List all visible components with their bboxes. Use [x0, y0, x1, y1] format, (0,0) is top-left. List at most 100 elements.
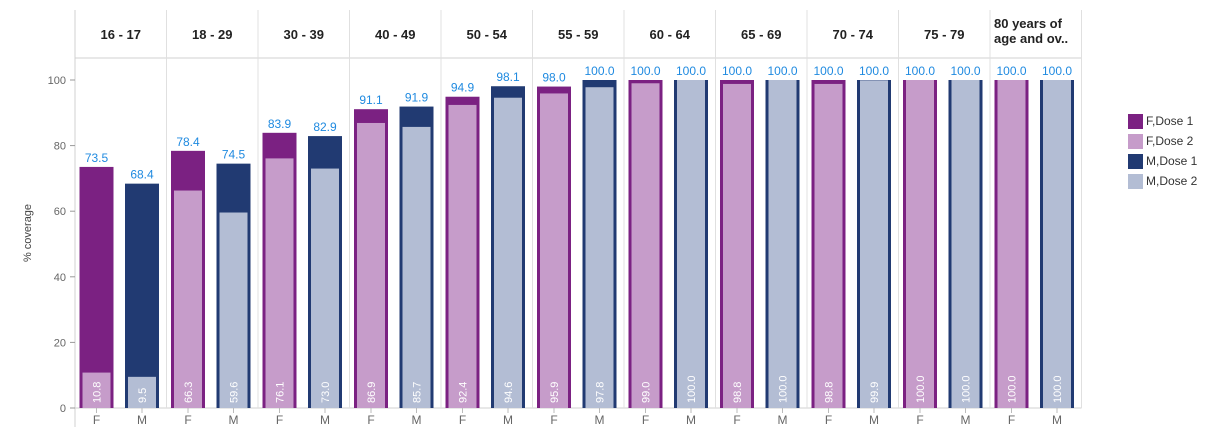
age-group-header: 70 - 74 [833, 27, 874, 42]
data-label-dose-1: 100.0 [722, 64, 752, 78]
data-label-dose-2: 100.0 [1052, 375, 1064, 403]
data-label-dose-1: 100.0 [630, 64, 660, 78]
age-group-header: 80 years of age and ov.. [994, 16, 1068, 46]
data-label-dose-2: 95.9 [549, 382, 561, 403]
legend-item-f-dose-1[interactable]: F,Dose 1 [1128, 111, 1197, 131]
bar-dose-2 [906, 80, 934, 408]
data-label-dose-1: 100.0 [996, 64, 1026, 78]
x-tick-label: F [550, 413, 557, 427]
data-label-dose-1: 94.9 [451, 81, 475, 95]
age-group-header: 16 - 17 [101, 27, 141, 42]
bar-dose-2 [860, 80, 888, 408]
legend-item-m-dose-1[interactable]: M,Dose 1 [1128, 151, 1197, 171]
bar-dose-2 [677, 80, 705, 408]
legend-swatch [1128, 113, 1143, 129]
age-group-header: 55 - 59 [558, 27, 598, 42]
x-tick-label: M [412, 413, 422, 427]
data-label-dose-2: 85.7 [412, 382, 424, 403]
legend-label: F,Dose 2 [1146, 134, 1194, 148]
legend-label: F,Dose 1 [1146, 114, 1194, 128]
data-label-dose-2: 99.0 [641, 382, 653, 403]
legend-swatch [1128, 153, 1143, 169]
x-tick-label: F [642, 413, 649, 427]
data-label-dose-2: 66.3 [183, 382, 195, 403]
bar-dose-2 [814, 83, 843, 408]
y-axis-label: % coverage [22, 204, 34, 262]
data-label-dose-2: 10.8 [92, 382, 104, 403]
data-label-dose-1: 91.9 [405, 91, 429, 105]
x-tick-label: M [320, 413, 330, 427]
data-label-dose-1: 74.5 [222, 148, 246, 162]
data-label-dose-2: 73.0 [320, 382, 332, 403]
x-tick-label: F [367, 413, 374, 427]
x-tick-label: M [1052, 413, 1062, 427]
data-label-dose-2: 86.9 [366, 382, 378, 403]
data-label-dose-2: 100.0 [686, 375, 698, 403]
legend-label: M,Dose 2 [1146, 174, 1198, 188]
bar-dose-2 [1043, 80, 1071, 408]
data-label-dose-1: 98.1 [496, 70, 520, 84]
data-label-dose-1: 83.9 [268, 117, 292, 131]
bar-dose-2 [951, 80, 980, 408]
data-label-dose-2: 76.1 [275, 382, 287, 403]
data-label-dose-2: 99.9 [869, 382, 881, 403]
legend-item-f-dose-2[interactable]: F,Dose 2 [1128, 131, 1197, 151]
bar-dose-2 [265, 158, 294, 408]
data-label-dose-1: 78.4 [176, 135, 200, 149]
bar-dose-2 [723, 83, 751, 408]
data-label-dose-1: 91.1 [359, 93, 383, 107]
x-tick-label: M [137, 413, 147, 427]
x-tick-label: F [459, 413, 466, 427]
x-tick-label: F [733, 413, 740, 427]
x-tick-label: F [1008, 413, 1015, 427]
y-tick-label: 40 [54, 272, 66, 284]
data-label-dose-2: 100.0 [1007, 375, 1019, 403]
bar-dose-2 [128, 376, 156, 408]
x-tick-label: F [916, 413, 923, 427]
bar-dose-2 [494, 97, 522, 408]
x-tick-label: F [825, 413, 832, 427]
legend-swatch [1128, 173, 1143, 189]
age-group-header: 75 - 79 [924, 27, 964, 42]
bar-dose-1 [125, 183, 159, 408]
data-label-dose-2: 92.4 [458, 382, 470, 403]
data-label-dose-1: 100.0 [676, 64, 706, 78]
data-label-dose-2: 9.5 [137, 388, 149, 403]
data-label-dose-1: 100.0 [767, 64, 797, 78]
x-tick-label: M [961, 413, 971, 427]
bar-dose-2 [768, 80, 797, 408]
x-tick-label: F [184, 413, 191, 427]
bar-dose-1 [79, 166, 114, 408]
data-label-dose-2: 100.0 [778, 375, 790, 403]
x-tick-label: M [686, 413, 696, 427]
y-tick-label: 20 [54, 337, 66, 349]
bar-dose-2 [82, 372, 111, 408]
y-tick-label: 60 [54, 206, 66, 218]
legend-label: M,Dose 1 [1146, 154, 1198, 168]
data-label-dose-1: 100.0 [905, 64, 935, 78]
data-label-dose-1: 73.5 [85, 151, 109, 165]
legend-swatch [1128, 133, 1143, 149]
bar-dose-2 [540, 93, 568, 408]
bar-dose-2 [402, 126, 431, 409]
x-tick-label: M [229, 413, 239, 427]
x-tick-label: M [503, 413, 513, 427]
data-label-dose-1: 68.4 [130, 168, 154, 182]
legend: F,Dose 1 F,Dose 2 M,Dose 1 M,Dose 2 [1128, 111, 1197, 191]
data-label-dose-2: 100.0 [915, 375, 927, 403]
bar-dose-2 [448, 104, 477, 408]
data-label-dose-1: 100.0 [813, 64, 843, 78]
data-label-dose-2: 100.0 [961, 375, 973, 403]
data-label-dose-1: 82.9 [313, 120, 337, 134]
data-label-dose-2: 97.8 [595, 382, 607, 403]
data-label-dose-1: 100.0 [859, 64, 889, 78]
x-tick-label: M [778, 413, 788, 427]
bar-dose-2 [219, 212, 248, 408]
bar-dose-2 [631, 83, 660, 408]
legend-item-m-dose-2[interactable]: M,Dose 2 [1128, 171, 1197, 191]
data-label-dose-2: 98.8 [732, 382, 744, 403]
bar-dose-2 [311, 168, 339, 408]
data-label-dose-1: 100.0 [584, 64, 614, 78]
data-label-dose-2: 98.8 [824, 382, 836, 403]
